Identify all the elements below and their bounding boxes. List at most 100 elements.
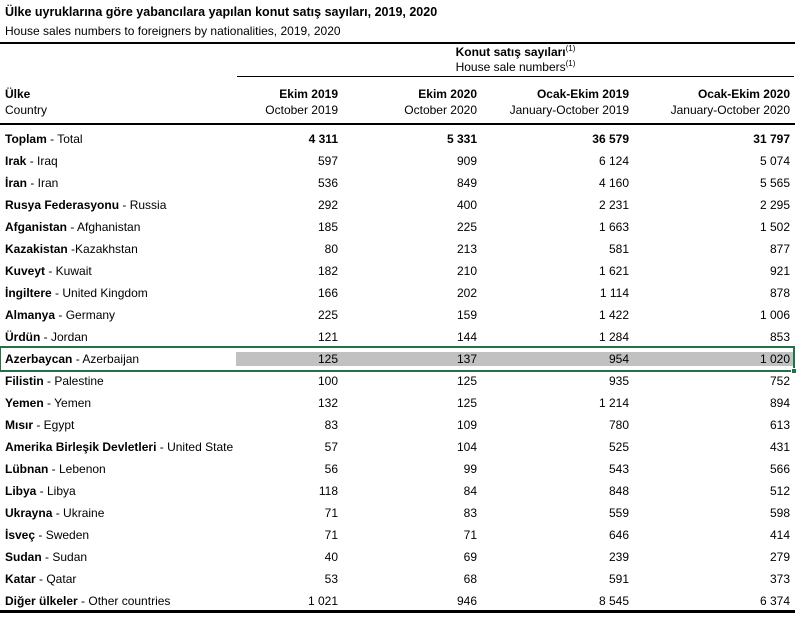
value-cell[interactable]: 921 — [769, 264, 790, 278]
value-cell[interactable]: 69 — [463, 550, 477, 564]
country-cell[interactable]: Amerika Birleşik Devletleri - United Sta… — [0, 440, 236, 454]
value-cell[interactable]: 954 — [481, 352, 633, 366]
value-cell[interactable]: 80 — [324, 242, 338, 256]
country-cell[interactable]: Ukrayna - Ukraine — [0, 506, 236, 520]
value-cell[interactable]: 2 231 — [598, 198, 629, 212]
table-row[interactable]: Toplam - Total 4 311 5 331 36 579 31 797 — [0, 128, 794, 150]
table-row[interactable]: Sudan - Sudan 40 69 239 279 — [0, 546, 794, 568]
country-cell[interactable]: İsveç - Sweden — [0, 528, 236, 542]
value-cell[interactable]: 109 — [456, 418, 477, 432]
value-cell[interactable]: 104 — [456, 440, 477, 454]
value-cell[interactable]: 144 — [456, 330, 477, 344]
value-cell[interactable]: 566 — [769, 462, 790, 476]
value-cell[interactable]: 182 — [317, 264, 338, 278]
value-cell[interactable]: 202 — [456, 286, 477, 300]
table-row[interactable]: İngiltere - United Kingdom 166 202 1 114 878 — [0, 282, 794, 304]
value-cell[interactable]: 946 — [456, 594, 477, 608]
table-row[interactable]: Diğer ülkeler - Other countries 1 021 946 8… — [0, 590, 794, 612]
table-row[interactable]: Kuveyt - Kuwait 182 210 1 621 921 — [0, 260, 794, 282]
value-cell[interactable]: 752 — [769, 374, 790, 388]
value-cell[interactable]: 225 — [456, 220, 477, 234]
value-cell[interactable]: 400 — [456, 198, 477, 212]
value-cell[interactable]: 543 — [608, 462, 629, 476]
value-cell[interactable]: 559 — [608, 506, 629, 520]
value-cell[interactable]: 935 — [608, 374, 629, 388]
value-cell[interactable]: 31 797 — [753, 132, 790, 146]
country-cell[interactable]: İngiltere - United Kingdom — [0, 286, 236, 300]
value-cell[interactable]: 2 295 — [759, 198, 790, 212]
value-cell[interactable]: 597 — [317, 154, 338, 168]
value-cell[interactable]: 132 — [317, 396, 338, 410]
value-cell[interactable]: 84 — [463, 484, 477, 498]
table-row[interactable]: İsveç - Sweden 71 71 646 414 — [0, 524, 794, 546]
value-cell[interactable]: 848 — [608, 484, 629, 498]
value-cell[interactable]: 1 621 — [598, 264, 629, 278]
table-row[interactable]: Rusya Federasyonu - Russia 292 400 2 231 2 2… — [0, 194, 794, 216]
country-cell[interactable]: Azerbaycan - Azerbaijan — [0, 352, 236, 366]
value-cell[interactable]: 239 — [608, 550, 629, 564]
value-cell[interactable]: 1 663 — [598, 220, 629, 234]
table-row[interactable]: Almanya - Germany 225 159 1 422 1 006 — [0, 304, 794, 326]
value-cell[interactable]: 1 214 — [598, 396, 629, 410]
value-cell[interactable]: 6 374 — [759, 594, 790, 608]
value-cell[interactable]: 83 — [324, 418, 338, 432]
value-cell[interactable]: 598 — [769, 506, 790, 520]
value-cell[interactable]: 225 — [317, 308, 338, 322]
value-cell[interactable]: 5 074 — [759, 154, 790, 168]
country-cell[interactable]: Sudan - Sudan — [0, 550, 236, 564]
value-cell[interactable]: 780 — [608, 418, 629, 432]
table-row[interactable]: İran - Iran 536 849 4 160 5 565 — [0, 172, 794, 194]
country-cell[interactable]: Katar - Qatar — [0, 572, 236, 586]
table-row[interactable]: Irak - Iraq 597 909 6 124 5 074 — [0, 150, 794, 172]
value-cell[interactable]: 1 284 — [598, 330, 629, 344]
country-cell[interactable]: Mısır - Egypt — [0, 418, 236, 432]
value-cell[interactable]: 99 — [463, 462, 477, 476]
value-cell[interactable]: 1 020 — [633, 352, 794, 366]
value-cell[interactable]: 121 — [317, 330, 338, 344]
value-cell[interactable]: 849 — [456, 176, 477, 190]
value-cell[interactable]: 414 — [769, 528, 790, 542]
value-cell[interactable]: 71 — [324, 528, 338, 542]
country-cell[interactable]: Diğer ülkeler - Other countries — [0, 594, 236, 608]
value-cell[interactable]: 894 — [769, 396, 790, 410]
value-cell[interactable]: 68 — [463, 572, 477, 586]
country-cell[interactable]: Afganistan - Afghanistan — [0, 220, 236, 234]
value-cell[interactable]: 57 — [324, 440, 338, 454]
country-cell[interactable]: Kuveyt - Kuwait — [0, 264, 236, 278]
country-cell[interactable]: Toplam - Total — [0, 132, 236, 146]
table-row[interactable]: Azerbaycan - Azerbaijan 125 137 954 1 020 — [0, 346, 797, 374]
value-cell[interactable]: 118 — [318, 484, 338, 498]
value-cell[interactable]: 125 — [456, 374, 477, 388]
value-cell[interactable]: 909 — [456, 154, 477, 168]
value-cell[interactable]: 71 — [324, 506, 338, 520]
value-cell[interactable]: 159 — [456, 308, 477, 322]
value-cell[interactable]: 292 — [317, 198, 338, 212]
value-cell[interactable]: 853 — [769, 330, 790, 344]
value-cell[interactable]: 40 — [324, 550, 338, 564]
selection-fill-handle[interactable] — [791, 368, 797, 374]
table-row[interactable]: Ürdün - Jordan 121 144 1 284 853 — [0, 326, 794, 348]
value-cell[interactable]: 1 021 — [307, 594, 338, 608]
value-cell[interactable]: 1 422 — [598, 308, 629, 322]
country-cell[interactable]: İran - Iran — [0, 176, 236, 190]
value-cell[interactable]: 1 114 — [599, 286, 629, 300]
value-cell[interactable]: 100 — [317, 374, 338, 388]
value-cell[interactable]: 878 — [769, 286, 790, 300]
value-cell[interactable]: 137 — [342, 352, 481, 366]
value-cell[interactable]: 4 311 — [308, 132, 338, 146]
value-cell[interactable]: 646 — [608, 528, 629, 542]
value-cell[interactable]: 71 — [463, 528, 477, 542]
country-cell[interactable]: Ürdün - Jordan — [0, 330, 236, 344]
table-row[interactable]: Lübnan - Lebenon 56 99 543 566 — [0, 458, 794, 480]
value-cell[interactable]: 213 — [456, 242, 477, 256]
value-cell[interactable]: 4 160 — [598, 176, 629, 190]
country-cell[interactable]: Rusya Federasyonu - Russia — [0, 198, 236, 212]
country-cell[interactable]: Almanya - Germany — [0, 308, 236, 322]
value-cell[interactable]: 512 — [769, 484, 790, 498]
country-cell[interactable]: Filistin - Palestine — [0, 374, 236, 388]
value-cell[interactable]: 877 — [769, 242, 790, 256]
value-cell[interactable]: 613 — [769, 418, 790, 432]
value-cell[interactable]: 536 — [317, 176, 338, 190]
table-row[interactable]: Yemen - Yemen 132 125 1 214 894 — [0, 392, 794, 414]
value-cell[interactable]: 53 — [324, 572, 338, 586]
